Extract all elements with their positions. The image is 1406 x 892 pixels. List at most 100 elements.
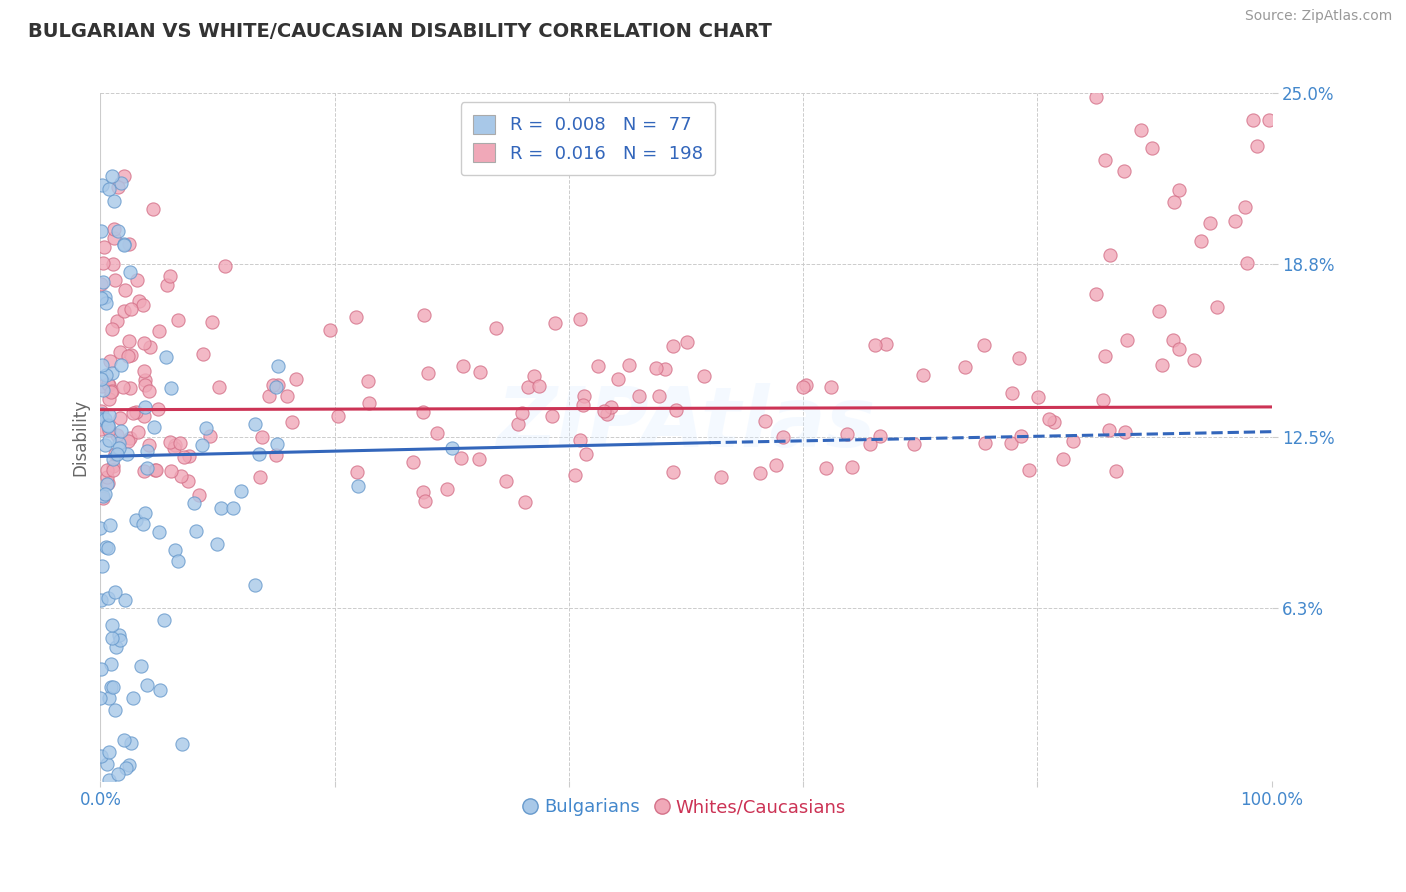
Point bbox=[280, 415, 302, 429]
Point bbox=[347, 479, 370, 493]
Point bbox=[148, 524, 170, 539]
Point bbox=[1091, 392, 1114, 407]
Point bbox=[89, 691, 111, 706]
Point bbox=[402, 454, 425, 468]
Point bbox=[815, 460, 838, 475]
Point bbox=[90, 404, 112, 418]
Point bbox=[98, 408, 121, 422]
Point bbox=[676, 335, 699, 350]
Point bbox=[1026, 390, 1049, 404]
Point bbox=[93, 438, 115, 452]
Point bbox=[201, 315, 224, 329]
Text: ZIPAtlas: ZIPAtlas bbox=[496, 383, 876, 464]
Point bbox=[91, 383, 114, 397]
Point bbox=[245, 578, 267, 592]
Point bbox=[1233, 201, 1256, 215]
Point bbox=[94, 295, 117, 310]
Point bbox=[118, 381, 141, 395]
Text: BULGARIAN VS WHITE/CAUCASIAN DISABILITY CORRELATION CHART: BULGARIAN VS WHITE/CAUCASIAN DISABILITY … bbox=[28, 22, 772, 41]
Point bbox=[262, 378, 284, 392]
Point bbox=[160, 464, 183, 478]
Point bbox=[138, 438, 160, 452]
Point bbox=[103, 230, 125, 244]
Point bbox=[183, 496, 205, 510]
Point bbox=[328, 409, 350, 423]
Point bbox=[470, 365, 492, 379]
Point bbox=[1038, 412, 1060, 426]
Point bbox=[90, 593, 112, 607]
Point bbox=[134, 506, 156, 520]
Point bbox=[247, 447, 270, 461]
Point bbox=[588, 359, 610, 373]
Point bbox=[94, 290, 117, 304]
Point bbox=[104, 447, 127, 461]
Point bbox=[96, 469, 118, 483]
Point bbox=[110, 424, 132, 438]
Point bbox=[1094, 349, 1116, 363]
Point bbox=[108, 436, 131, 450]
Point bbox=[222, 501, 245, 516]
Point bbox=[173, 450, 195, 465]
Point bbox=[177, 474, 200, 488]
Point bbox=[114, 283, 136, 297]
Point bbox=[97, 772, 120, 787]
Point bbox=[105, 640, 128, 654]
Point bbox=[1085, 90, 1108, 104]
Point bbox=[516, 380, 538, 394]
Point bbox=[98, 690, 121, 705]
Point bbox=[841, 459, 863, 474]
Point bbox=[572, 389, 595, 403]
Point bbox=[592, 403, 614, 417]
Point bbox=[104, 273, 127, 287]
Point bbox=[495, 474, 517, 488]
Point bbox=[165, 543, 187, 558]
Point bbox=[266, 437, 288, 451]
Point bbox=[96, 476, 118, 491]
Point bbox=[155, 351, 177, 365]
Point bbox=[527, 379, 550, 393]
Point bbox=[450, 450, 472, 465]
Point bbox=[249, 470, 271, 484]
Point bbox=[159, 381, 181, 395]
Point bbox=[125, 405, 148, 419]
Point bbox=[128, 294, 150, 309]
Point bbox=[412, 405, 434, 419]
Point bbox=[90, 291, 112, 305]
Point bbox=[107, 180, 129, 194]
Point bbox=[138, 384, 160, 399]
Point bbox=[91, 275, 114, 289]
Point bbox=[710, 470, 733, 484]
Point bbox=[132, 409, 155, 424]
Point bbox=[90, 379, 112, 393]
Point bbox=[1168, 183, 1191, 197]
Point bbox=[1008, 351, 1031, 365]
Point bbox=[118, 334, 141, 348]
Point bbox=[112, 236, 135, 251]
Point bbox=[1206, 300, 1229, 314]
Point bbox=[96, 418, 118, 433]
Point bbox=[508, 417, 530, 431]
Point bbox=[974, 436, 997, 450]
Point bbox=[662, 465, 685, 479]
Point bbox=[1152, 358, 1174, 372]
Point bbox=[1167, 343, 1189, 357]
Point bbox=[101, 169, 124, 183]
Point bbox=[118, 431, 141, 445]
Point bbox=[100, 384, 122, 399]
Point bbox=[267, 378, 290, 392]
Point bbox=[156, 278, 179, 293]
Point bbox=[1000, 435, 1022, 450]
Point bbox=[911, 368, 934, 382]
Point bbox=[94, 412, 117, 426]
Point bbox=[107, 224, 129, 238]
Point bbox=[143, 463, 166, 477]
Point bbox=[101, 618, 124, 632]
Point bbox=[90, 225, 112, 239]
Point bbox=[134, 364, 156, 378]
Point bbox=[250, 430, 273, 444]
Point bbox=[544, 316, 567, 330]
Point bbox=[1042, 415, 1064, 429]
Point bbox=[765, 458, 787, 472]
Point bbox=[792, 380, 814, 394]
Point bbox=[1018, 463, 1040, 477]
